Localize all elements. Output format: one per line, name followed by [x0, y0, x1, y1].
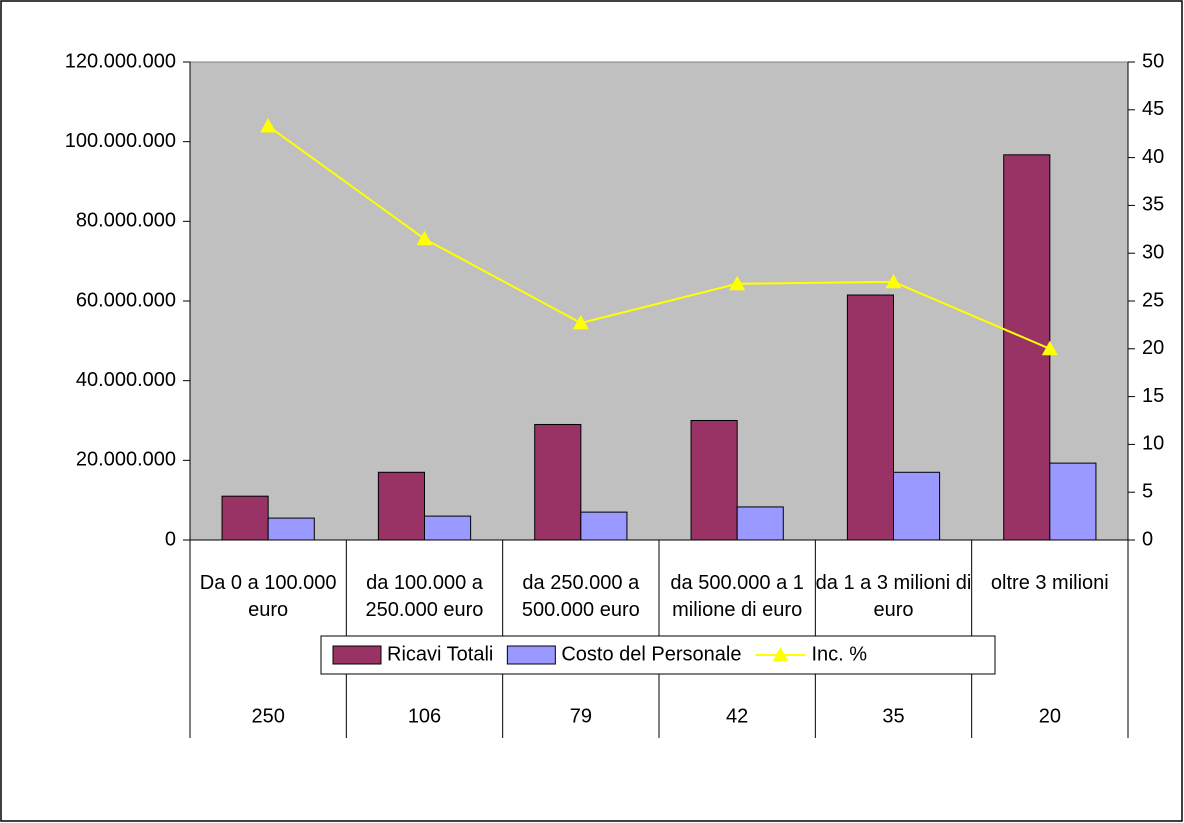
category-count: 250: [251, 705, 284, 727]
y2-tick-label: 30: [1142, 241, 1164, 263]
y-tick-label: 20.000.000: [76, 449, 176, 471]
bar: [690, 420, 738, 541]
legend-swatch: [332, 645, 382, 665]
point: [572, 314, 589, 330]
bar: [377, 471, 425, 541]
bar: [1003, 154, 1051, 541]
y2-tick-label: 50: [1142, 50, 1164, 72]
category-count: 20: [1039, 705, 1061, 727]
bar: [267, 517, 315, 541]
legend-label: Costo del Personale: [561, 643, 741, 665]
point: [729, 275, 746, 291]
y2-tick-label: 15: [1142, 385, 1164, 407]
y2-tick-label: 5: [1142, 480, 1153, 502]
legend-swatch: [506, 645, 556, 665]
y2-tick-label: 20: [1142, 337, 1164, 359]
category-count: 106: [408, 705, 441, 727]
y-tick-label: 80.000.000: [76, 210, 176, 232]
plot-area: [189, 61, 1129, 541]
x-tick-label: da 500.000 a 1 milione di euro: [670, 572, 804, 621]
y2-tick-label: 0: [1142, 528, 1153, 550]
y2-tick-label: 25: [1142, 289, 1164, 311]
y-tick-label: 120.000.000: [65, 50, 176, 72]
point: [260, 118, 277, 133]
line: [267, 125, 1051, 350]
category-count: 42: [726, 705, 748, 727]
x-tick-label: da 250.000 a 500.000 euro: [521, 572, 640, 621]
y-tick-label: 60.000.000: [76, 289, 176, 311]
x-tick-label: oltre 3 milioni: [990, 572, 1109, 594]
point: [1041, 340, 1058, 356]
point: [416, 230, 433, 246]
bar: [424, 515, 472, 541]
y2-tick-label: 45: [1142, 98, 1164, 120]
bar: [221, 495, 269, 541]
bar: [893, 471, 941, 541]
category-count: 35: [882, 705, 904, 727]
legend-label: Ricavi Totali: [387, 643, 493, 665]
y2-tick-label: 35: [1142, 194, 1164, 216]
category-count: 79: [570, 705, 592, 727]
point: [885, 273, 902, 289]
legend: [320, 635, 996, 675]
legend-label: Inc. %: [811, 643, 867, 665]
y2-tick-label: 40: [1142, 146, 1164, 168]
legend-swatch: [772, 647, 789, 662]
y2-tick-label: 10: [1142, 433, 1164, 455]
x-tick-label: Da 0 a 100.000 euro: [199, 572, 337, 621]
bar: [846, 294, 894, 541]
x-tick-label: da 100.000 a 250.000 euro: [365, 572, 484, 621]
bar: [534, 423, 582, 541]
bar: [736, 506, 784, 541]
y-tick-label: 100.000.000: [65, 130, 176, 152]
y-tick-label: 40.000.000: [76, 369, 176, 391]
bar: [580, 511, 628, 541]
bar: [1049, 462, 1097, 541]
y-tick-label: 0: [165, 528, 176, 550]
x-tick-label: da 1 a 3 milioni di euro: [815, 572, 972, 621]
